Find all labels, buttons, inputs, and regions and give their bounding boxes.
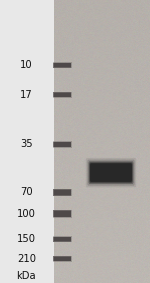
FancyBboxPatch shape bbox=[87, 160, 135, 186]
Text: kDa: kDa bbox=[16, 271, 36, 281]
Bar bbox=[54, 142, 71, 147]
Text: 100: 100 bbox=[17, 209, 36, 219]
Bar bbox=[54, 63, 71, 67]
FancyBboxPatch shape bbox=[88, 161, 134, 184]
FancyBboxPatch shape bbox=[90, 163, 132, 182]
Bar bbox=[53, 210, 72, 218]
Bar bbox=[53, 63, 71, 68]
Bar bbox=[54, 211, 71, 217]
Bar bbox=[54, 93, 71, 97]
Bar bbox=[54, 0, 150, 283]
Text: 17: 17 bbox=[20, 90, 33, 100]
Text: 150: 150 bbox=[17, 234, 36, 244]
Bar bbox=[53, 189, 71, 196]
FancyBboxPatch shape bbox=[89, 162, 133, 183]
Bar bbox=[54, 257, 71, 261]
Text: 70: 70 bbox=[20, 187, 33, 198]
Bar bbox=[53, 210, 71, 217]
Bar bbox=[53, 256, 71, 261]
Text: 10: 10 bbox=[20, 60, 33, 70]
Bar bbox=[54, 237, 71, 241]
Bar bbox=[53, 189, 72, 196]
Text: 35: 35 bbox=[20, 139, 33, 149]
Bar bbox=[53, 92, 71, 97]
FancyBboxPatch shape bbox=[90, 164, 132, 182]
Bar bbox=[53, 92, 72, 98]
Bar bbox=[53, 62, 72, 68]
Bar bbox=[53, 236, 72, 242]
Bar bbox=[53, 141, 72, 148]
Bar bbox=[53, 237, 71, 242]
Text: 210: 210 bbox=[17, 254, 36, 264]
Bar bbox=[53, 256, 72, 262]
Bar bbox=[53, 142, 71, 147]
Bar bbox=[54, 190, 71, 195]
FancyBboxPatch shape bbox=[86, 158, 136, 187]
